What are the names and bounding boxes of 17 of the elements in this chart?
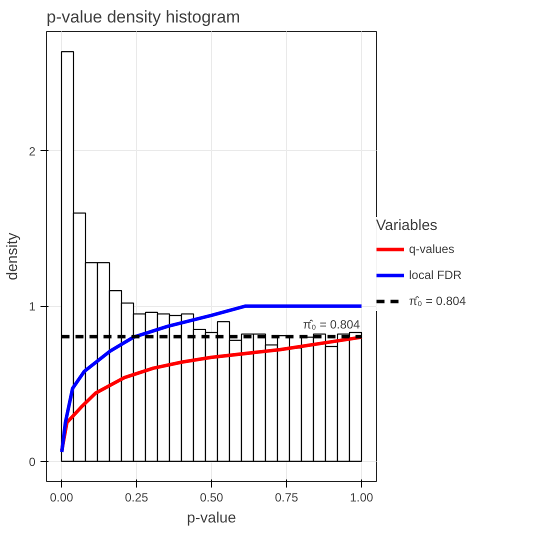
y-axis-title: density — [4, 232, 21, 280]
legend-label: π̂₀ = 0.804 — [409, 294, 466, 308]
x-tick-label: 0.25 — [124, 490, 149, 504]
y-tick-label: 0 — [28, 454, 36, 469]
x-tick-label: 0.00 — [50, 490, 74, 504]
legend-title: Variables — [376, 217, 438, 234]
chart-title: p-value density histogram — [46, 8, 240, 26]
legend-label: q-values — [409, 242, 454, 256]
x-tick-label: 0.75 — [274, 490, 299, 504]
x-tick-label: 1.00 — [350, 490, 374, 504]
legend-label: local FDR — [409, 268, 462, 282]
y-tick-label: 1 — [28, 300, 36, 314]
line-series — [60, 304, 364, 454]
annotation: π̂₀ = 0.804 — [303, 318, 360, 332]
x-axis-title: p-value — [186, 510, 236, 526]
x-tick-label: 0.50 — [200, 490, 224, 504]
y-tick-label: 2 — [28, 144, 36, 158]
